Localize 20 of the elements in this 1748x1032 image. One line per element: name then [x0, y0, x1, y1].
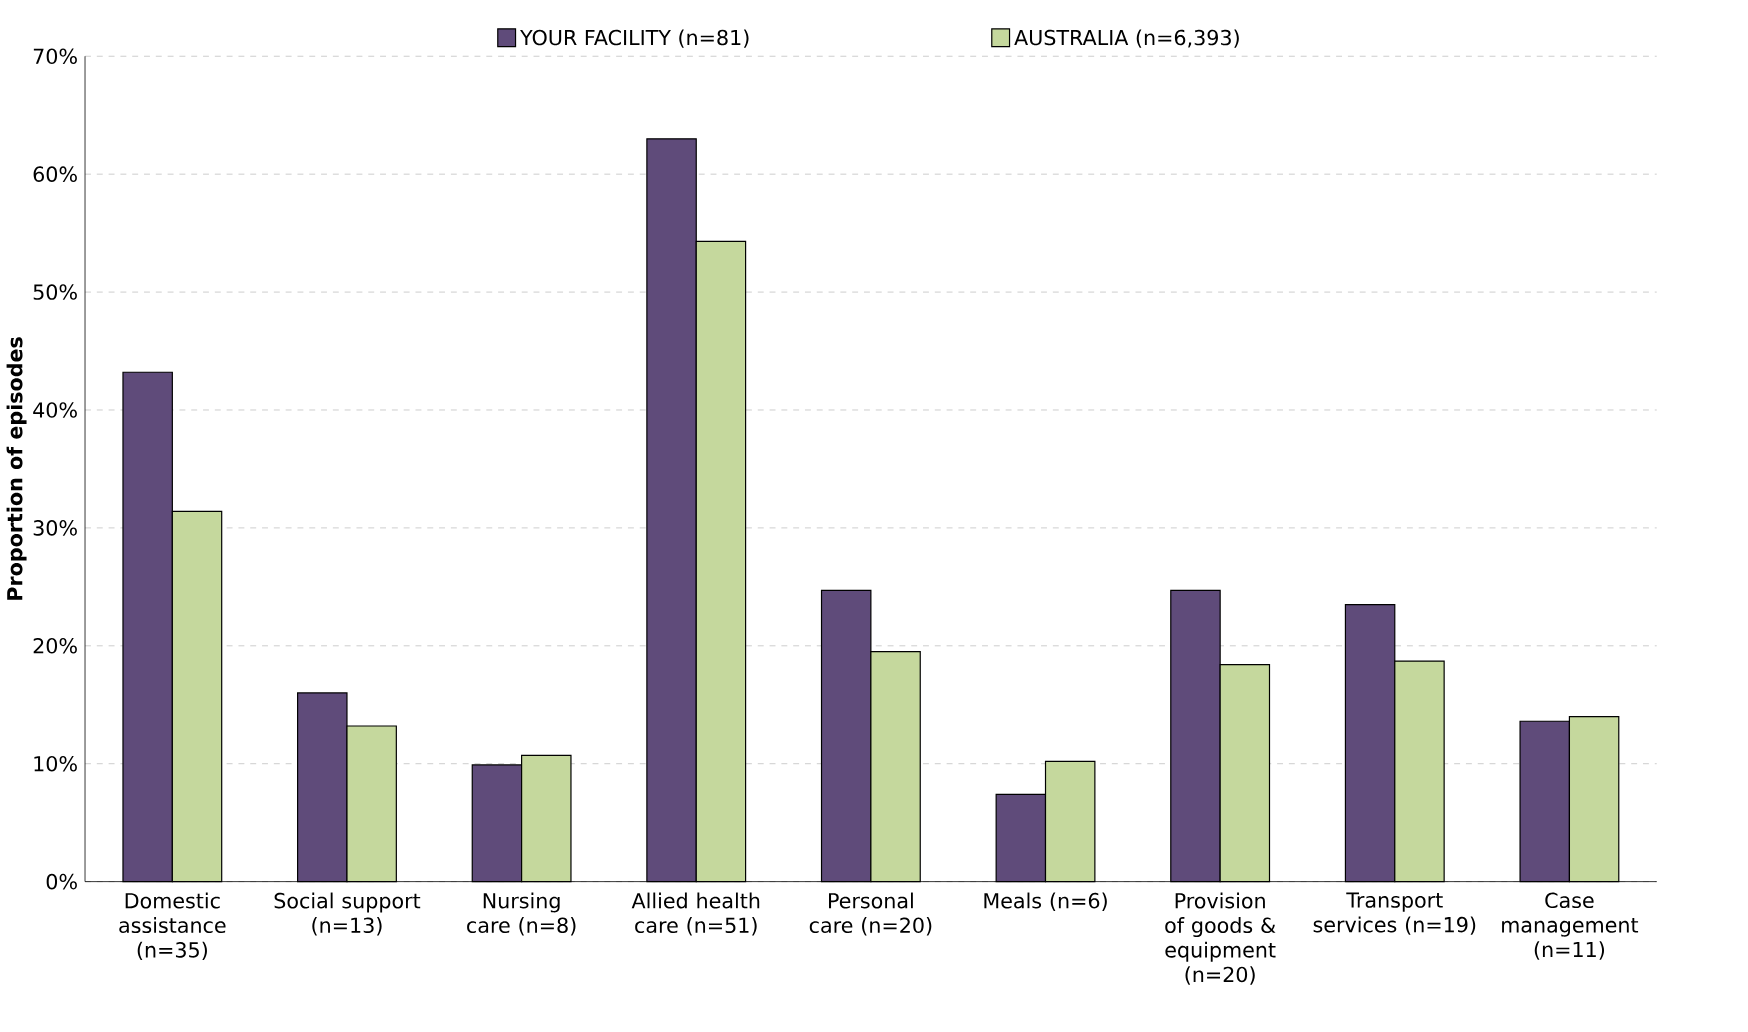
y-tick-label: 70% [33, 48, 77, 65]
y-tick-label: 50% [33, 284, 77, 301]
x-tick-label: Social support (n=13) [274, 892, 421, 936]
x-tick-label: Personal care (n=20) [809, 892, 932, 936]
y-tick-label: 20% [33, 638, 77, 654]
y-tick-label: 40% [33, 402, 77, 418]
y-axis-title: Proportion of episodes [6, 337, 27, 600]
x-tick-label: Nursing care (n=8) [467, 892, 576, 936]
y-tick-label: 60% [33, 166, 77, 183]
legend-label: AUSTRALIA (n=6,393) [1014, 29, 1239, 48]
legend-label: YOUR FACILITY (n=81) [520, 29, 749, 48]
x-tick-label: Meals (n=6) [984, 892, 1107, 912]
y-tick-label: 30% [33, 520, 77, 536]
y-tick-label: 0% [46, 873, 77, 890]
x-tick-label: Domestic assistance (n=35) [119, 892, 226, 961]
x-tick-label: Case management (n=11) [1502, 892, 1639, 960]
x-tick-label: Allied health care (n=51) [631, 892, 760, 936]
y-tick-label: 10% [34, 756, 77, 772]
x-tick-label: Transport services (n=19) [1313, 892, 1476, 936]
x-tick-label: Provision of goods & equipment (n=20) [1165, 892, 1276, 985]
